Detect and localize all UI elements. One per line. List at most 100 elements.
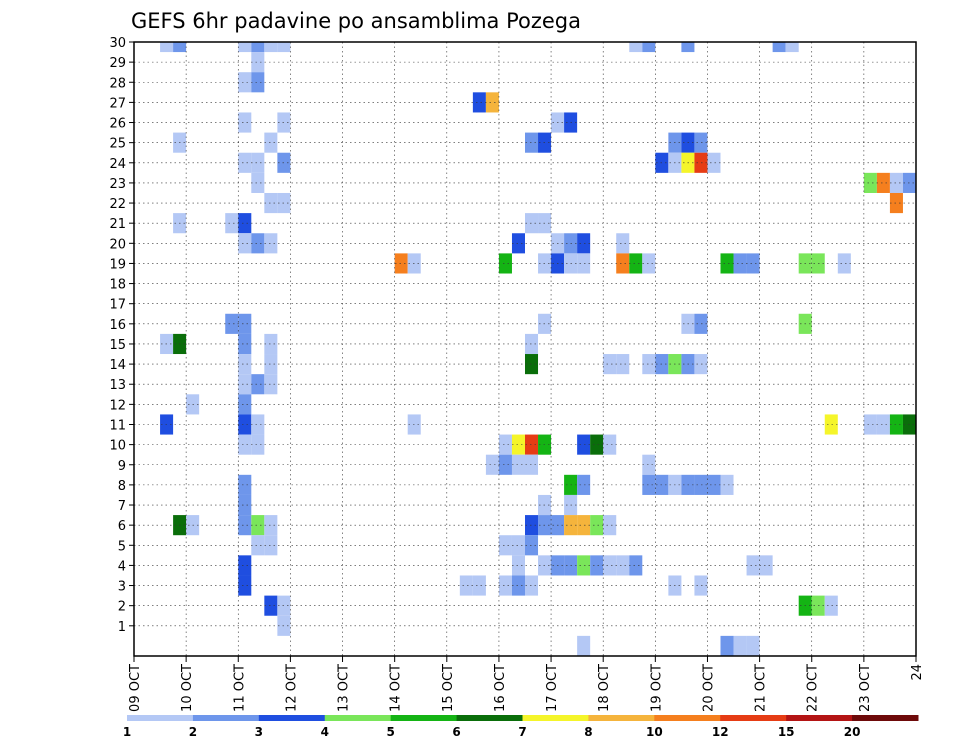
heatmap-cell <box>720 635 734 656</box>
heatmap-cell <box>590 555 604 576</box>
heatmap-cell <box>264 595 278 616</box>
heatmap-cell <box>511 575 525 596</box>
heatmap-cell <box>642 454 656 475</box>
heatmap-cell <box>577 474 591 495</box>
legend-label: 7 <box>518 725 526 739</box>
heatmap-cell <box>459 575 473 596</box>
heatmap-cell <box>264 233 278 254</box>
heatmap-cell <box>720 474 734 495</box>
heatmap-cell <box>681 42 695 53</box>
heatmap-cell <box>173 42 187 53</box>
x-tick-label: 13 OCT <box>337 664 352 712</box>
x-tick-label: 24 <box>910 664 925 681</box>
y-tick-label: 10 <box>109 439 126 454</box>
heatmap-cell <box>238 333 252 355</box>
heatmap-cell <box>264 374 278 395</box>
legend-label: 10 <box>646 725 663 739</box>
y-tick-label: 25 <box>109 137 126 152</box>
heatmap-cell <box>577 555 591 576</box>
heatmap-cell <box>590 515 604 536</box>
y-tick-label: 29 <box>109 56 126 71</box>
heatmap-cell <box>603 555 617 576</box>
heatmap-cell <box>264 192 278 214</box>
heatmap-cell <box>525 515 539 536</box>
heatmap-cell <box>525 434 539 455</box>
heatmap-cell <box>238 434 252 455</box>
heatmap-cell <box>238 233 252 254</box>
heatmap-cell <box>225 213 239 234</box>
y-tick-label: 20 <box>109 237 126 252</box>
heatmap-cell <box>642 354 656 375</box>
heatmap-cell <box>264 354 278 375</box>
heatmap-cell <box>694 132 708 153</box>
legend-label: 5 <box>386 725 394 739</box>
heatmap-cell <box>876 172 890 193</box>
heatmap-cell <box>277 42 291 53</box>
heatmap-cell <box>264 42 278 53</box>
heatmap-cell <box>238 394 252 415</box>
plot-frame <box>133 41 917 657</box>
x-tick-label: 21 OCT <box>754 664 769 712</box>
legend-swatch <box>324 715 392 721</box>
heatmap-cell <box>511 454 525 475</box>
legend-swatch <box>786 715 853 721</box>
y-tick-label: 5 <box>118 539 126 554</box>
x-tick-label: 23 OCT <box>858 664 873 712</box>
heatmap-cell <box>498 575 512 596</box>
x-tick-label: 16 OCT <box>493 664 508 712</box>
y-tick-label: 18 <box>109 278 126 293</box>
legend-swatch <box>258 715 326 721</box>
heatmap-cell <box>251 374 265 395</box>
heatmap-cell <box>238 555 252 576</box>
x-tick-label: 09 OCT <box>128 664 143 712</box>
color-legend: 1 2 3 4 5 6 7 8 10 12 15 20 <box>123 715 919 739</box>
heatmap-cell <box>863 414 877 435</box>
y-tick-label: 26 <box>109 117 126 132</box>
heatmap-cell <box>238 414 252 435</box>
heatmap-cell <box>498 454 512 475</box>
legend-swatch <box>522 715 589 721</box>
heatmap-cell <box>629 555 643 576</box>
heatmap-cell <box>629 253 643 274</box>
heatmap-cell <box>577 515 591 536</box>
heatmap-cell <box>251 414 265 435</box>
heatmap-cell <box>785 42 799 53</box>
chart-title: GEFS 6hr padavine po ansamblima Pozega <box>131 9 581 33</box>
heatmap-cell <box>616 233 630 254</box>
heatmap-cell <box>251 42 265 53</box>
y-tick-label: 12 <box>109 398 126 413</box>
y-tick-label: 13 <box>109 378 126 393</box>
heatmap-cell <box>525 454 539 475</box>
heatmap-cell <box>498 535 512 556</box>
heatmap-cell <box>694 474 708 495</box>
grid-lines <box>134 41 916 656</box>
heatmap-cell <box>642 42 656 53</box>
heatmap-cell <box>889 414 903 435</box>
legend-swatch <box>390 715 458 721</box>
heatmap-cell <box>251 52 265 73</box>
heatmap-cell <box>394 253 408 274</box>
y-tick-label: 24 <box>109 157 126 172</box>
heatmap-cell <box>238 474 252 495</box>
heatmap-cell <box>251 152 265 173</box>
heatmap-cell <box>238 313 252 334</box>
heatmap-cell <box>876 414 890 435</box>
x-tick-label: 12 OCT <box>284 664 299 712</box>
x-tick-label: 22 OCT <box>806 664 821 712</box>
heatmap-cell <box>577 253 591 274</box>
heatmap-cell <box>485 92 499 113</box>
heatmap-cell <box>616 354 630 375</box>
heatmap-cell <box>616 555 630 576</box>
heatmap-cell <box>472 92 486 113</box>
x-tick-label: 20 OCT <box>701 664 716 712</box>
y-tick-label: 9 <box>118 459 126 474</box>
y-tick-label: 19 <box>109 257 126 272</box>
heatmap-cell <box>238 494 252 516</box>
y-tick-label: 28 <box>109 76 126 91</box>
heatmap-cell <box>603 515 617 536</box>
y-tick-label: 3 <box>118 580 126 595</box>
heatmap-cell <box>616 253 630 274</box>
legend-label: 12 <box>712 725 729 739</box>
heatmap-cell <box>525 132 539 153</box>
